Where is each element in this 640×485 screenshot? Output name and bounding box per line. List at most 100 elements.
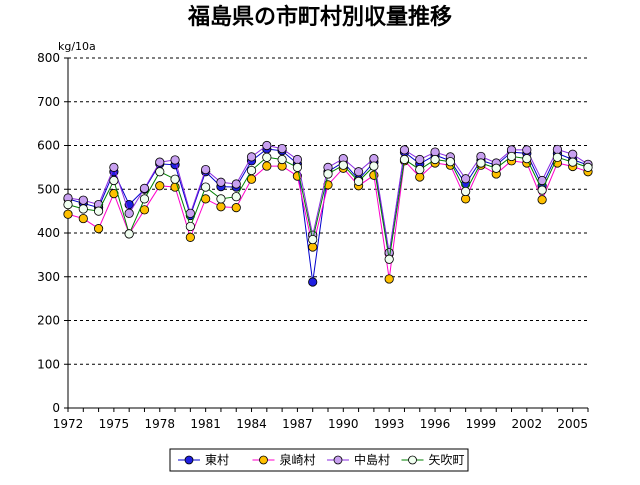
data-point — [185, 221, 195, 232]
data-point — [552, 152, 563, 162]
data-point — [231, 179, 241, 189]
data-point — [461, 186, 471, 197]
data-point — [369, 161, 379, 171]
data-point — [246, 165, 257, 176]
data-point — [109, 162, 119, 172]
data-point — [78, 204, 88, 214]
data-point — [415, 164, 425, 175]
y-tick-label: 400 — [37, 226, 60, 240]
x-tick-label: 1993 — [374, 417, 405, 431]
data-point — [491, 163, 501, 173]
x-tick-label: 2002 — [512, 417, 543, 431]
y-tick-label: 800 — [37, 51, 60, 65]
y-tick-label: 0 — [52, 401, 60, 415]
x-tick-label: 1996 — [420, 417, 451, 431]
data-point — [216, 194, 226, 204]
data-point — [201, 164, 211, 175]
y-tick-label: 200 — [37, 314, 60, 328]
data-point — [139, 183, 150, 193]
axes: 0 100 200 300 400 500 600 700 800 1972 1975 1978 198… — [37, 51, 589, 431]
data-point — [93, 206, 104, 216]
data-point — [338, 160, 348, 170]
data-point — [216, 177, 226, 187]
data-point — [155, 181, 165, 191]
chart-title: 福島県の市町村別収量推移 — [187, 4, 452, 30]
x-tick-label: 1990 — [328, 417, 359, 431]
data-point — [231, 192, 241, 202]
data-point — [568, 149, 578, 159]
legend-box — [169, 448, 469, 472]
data-point — [246, 152, 257, 162]
data-point — [415, 154, 425, 165]
legend-swatch-marker — [333, 455, 343, 465]
legend-label: 東村 — [205, 453, 229, 467]
data-point — [231, 203, 241, 213]
data-point — [292, 154, 303, 165]
series-group — [63, 140, 593, 287]
data-point — [109, 175, 119, 186]
data-point — [170, 174, 180, 184]
data-point — [384, 274, 394, 284]
y-tick-label: 700 — [37, 95, 60, 109]
data-point — [292, 162, 303, 172]
data-point — [277, 143, 287, 154]
data-point — [262, 140, 272, 151]
data-point — [185, 232, 195, 242]
data-point — [139, 194, 150, 204]
legend-swatch-marker — [408, 455, 417, 465]
data-point — [78, 195, 88, 205]
y-axis-unit-label: kg/10a — [58, 40, 96, 53]
data-point — [262, 161, 272, 171]
series-1 — [63, 156, 593, 284]
legend-label: 泉崎村 — [280, 453, 316, 467]
series-3 — [63, 151, 593, 264]
series-2 — [63, 140, 593, 258]
data-point — [384, 254, 394, 264]
data-point — [445, 157, 455, 167]
legend-swatch-marker — [184, 455, 194, 465]
data-point — [124, 229, 134, 239]
data-point — [583, 162, 593, 172]
data-point — [155, 157, 165, 167]
x-tick-label: 1981 — [190, 417, 221, 431]
data-point — [461, 174, 471, 184]
data-point — [93, 224, 104, 234]
data-point — [63, 209, 73, 219]
y-tick-label: 600 — [37, 139, 60, 153]
legend-swatch-marker — [259, 455, 268, 465]
y-tick-label: 500 — [37, 182, 60, 196]
data-point — [308, 277, 318, 287]
x-tick-label: 1984 — [236, 417, 267, 431]
legend-label: 矢吹町 — [429, 453, 465, 467]
data-point — [399, 145, 410, 155]
data-point — [308, 234, 318, 245]
x-tick-label: 1987 — [282, 417, 313, 431]
data-point — [63, 199, 73, 210]
data-point — [277, 154, 287, 165]
data-point — [78, 213, 88, 224]
x-tick-label: 2005 — [557, 417, 588, 431]
data-point — [262, 152, 272, 162]
data-point — [476, 158, 486, 168]
data-point — [506, 151, 517, 162]
data-point — [399, 154, 410, 165]
y-tick-label: 300 — [37, 270, 60, 284]
data-point — [552, 144, 563, 155]
data-point — [353, 167, 364, 177]
x-tick-label: 1975 — [99, 417, 130, 431]
data-point — [323, 169, 333, 179]
legend: 東村 泉崎村 中島村 矢吹町 — [169, 448, 469, 472]
y-tick-label: 100 — [37, 357, 60, 371]
data-point — [537, 195, 547, 205]
data-point — [537, 185, 547, 195]
data-point — [522, 145, 532, 155]
data-point — [430, 154, 440, 165]
data-point — [155, 167, 165, 177]
legend-label: 中島村 — [354, 452, 390, 467]
data-point — [201, 182, 211, 192]
data-point — [568, 157, 578, 167]
data-point — [216, 202, 226, 212]
x-tick-label: 1999 — [466, 417, 497, 431]
